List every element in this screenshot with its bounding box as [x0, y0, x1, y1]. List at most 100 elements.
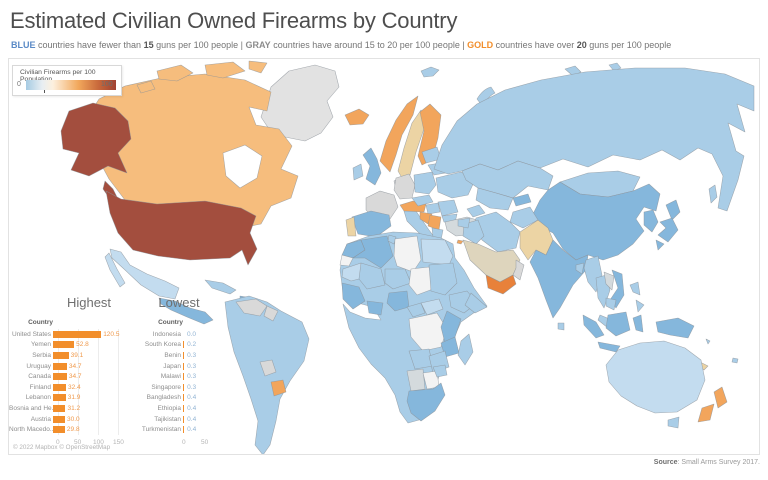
country-afghanistan[interactable] — [509, 206, 539, 229]
country-uruguay[interactable] — [270, 379, 287, 397]
arctic-island[interactable] — [608, 62, 622, 72]
country-venezuela[interactable] — [235, 298, 268, 317]
country-new-zealand-north[interactable] — [713, 386, 728, 409]
bar-row[interactable]: Yemen 52.8 — [31, 341, 89, 349]
region-central-asia[interactable] — [475, 187, 514, 211]
country-paraguay[interactable] — [259, 359, 277, 377]
country-solomon-islands[interactable] — [705, 338, 711, 345]
bar[interactable] — [53, 362, 67, 370]
bar[interactable] — [53, 383, 66, 391]
color-legend[interactable]: Civilian Firearms per 100 Population 0 1… — [12, 65, 122, 96]
bar-row[interactable]: Tajikistan 0.4 — [154, 415, 197, 423]
legend-gradient[interactable] — [26, 80, 116, 90]
country-south-africa[interactable] — [406, 382, 446, 422]
country-indonesia-sulawesi[interactable] — [632, 314, 644, 333]
bar[interactable] — [53, 426, 65, 434]
country-philippines-south[interactable] — [635, 299, 645, 313]
country-vietnam[interactable] — [609, 269, 625, 309]
country-bangladesh[interactable] — [575, 262, 585, 275]
bar-row[interactable]: Bosnia and He.. 31.2 — [9, 404, 81, 412]
country-zimbabwe[interactable] — [432, 364, 448, 378]
country-papua-new-guinea[interactable] — [655, 317, 695, 339]
bar-row[interactable]: Malawi 0.3 — [160, 373, 197, 381]
bar-row[interactable]: Bangladesh 0.4 — [146, 394, 197, 402]
bar-row[interactable]: Uruguay 34.7 — [26, 362, 82, 370]
country-japan-honshu[interactable] — [657, 217, 679, 243]
country-norway[interactable] — [379, 95, 419, 173]
country-ireland[interactable] — [352, 163, 364, 181]
country-mali[interactable] — [358, 262, 386, 290]
country-laos[interactable] — [603, 271, 615, 291]
bar-row[interactable]: Turkmenistan 0.4 — [141, 426, 197, 434]
canadian-arctic-islands[interactable] — [156, 64, 194, 82]
country-usa-alaska[interactable] — [60, 102, 132, 177]
country-indonesia-java[interactable] — [597, 341, 621, 353]
bar-row[interactable]: Lebanon 31.9 — [25, 394, 81, 402]
country-korea[interactable] — [643, 209, 659, 233]
territory-western-sahara[interactable] — [339, 254, 354, 267]
bar-row[interactable]: Indonesia 0.0 — [152, 330, 197, 338]
country-usa[interactable] — [105, 190, 258, 266]
bar-row[interactable]: Serbia 39.1 — [32, 351, 84, 359]
country-tunisia[interactable] — [387, 234, 397, 245]
country-niger[interactable] — [384, 268, 412, 290]
region-guyanas[interactable] — [263, 305, 279, 322]
bar[interactable] — [53, 415, 65, 423]
bar[interactable] — [53, 351, 69, 359]
bar-row[interactable]: United States 120.5 — [11, 330, 120, 338]
country-central-african-republic[interactable] — [420, 298, 444, 316]
bar-row[interactable]: Japan 0.3 — [163, 362, 197, 370]
country-oman[interactable] — [512, 259, 525, 281]
country-egypt[interactable] — [420, 238, 454, 266]
bar-row[interactable]: South Korea 0.2 — [144, 341, 197, 349]
region-central-america[interactable] — [158, 297, 214, 325]
canadian-arctic-islands[interactable] — [248, 60, 268, 74]
region-senegal-guinea[interactable] — [341, 282, 366, 310]
country-sri-lanka[interactable] — [557, 322, 565, 331]
country-somalia[interactable] — [464, 292, 488, 314]
bar-row[interactable]: Singapore 0.3 — [151, 383, 197, 391]
bar-row[interactable]: Finland 32.4 — [29, 383, 81, 391]
bar[interactable] — [53, 330, 102, 338]
choropleth-svg[interactable] — [9, 59, 759, 454]
bar-row[interactable]: Canada 34.7 — [28, 373, 82, 381]
country-india[interactable] — [529, 239, 589, 319]
country-yemen[interactable] — [485, 274, 517, 295]
country-hungary[interactable] — [425, 202, 441, 215]
bar[interactable] — [53, 404, 66, 412]
country-russia-sakhalin[interactable] — [708, 184, 718, 204]
bar[interactable] — [53, 373, 67, 381]
country-mexico-baja[interactable] — [104, 252, 126, 288]
region-caucasus[interactable] — [466, 204, 486, 218]
country-serbia-bosnia[interactable] — [427, 214, 442, 231]
country-indonesia-borneo[interactable] — [605, 311, 631, 337]
bar-row[interactable]: Benin 0.3 — [164, 351, 197, 359]
country-indonesia-sumatra[interactable] — [582, 314, 605, 339]
country-japan-hokkaido[interactable] — [665, 199, 681, 221]
bar[interactable] — [53, 341, 75, 349]
country-namibia[interactable] — [406, 368, 426, 392]
country-australia-tasmania[interactable] — [667, 416, 680, 429]
canadian-arctic-islands[interactable] — [204, 61, 246, 79]
bar-row[interactable]: Austria 30.0 — [30, 415, 80, 423]
country-madagascar[interactable] — [457, 333, 474, 366]
country-svalbard[interactable] — [420, 66, 440, 78]
country-philippines[interactable] — [629, 281, 641, 296]
country-iceland[interactable] — [344, 108, 370, 126]
country-mexico[interactable] — [109, 248, 180, 300]
country-syria[interactable] — [457, 217, 471, 229]
country-new-zealand-south[interactable] — [697, 403, 715, 423]
country-japan-kyushu[interactable] — [655, 239, 665, 251]
bar-row[interactable]: Ethiopia 0.4 — [157, 404, 197, 412]
country-sudan[interactable] — [428, 262, 458, 296]
country-germany[interactable] — [393, 173, 416, 200]
country-kyrgyzstan-tajikistan[interactable] — [512, 193, 532, 207]
country-spain[interactable] — [351, 210, 392, 238]
country-chad[interactable] — [408, 266, 434, 296]
country-poland[interactable] — [413, 171, 437, 195]
country-cuba[interactable] — [204, 279, 237, 295]
region-czech-slovakia[interactable] — [411, 194, 434, 207]
country-cyprus[interactable] — [456, 239, 464, 245]
country-cambodia[interactable] — [605, 297, 617, 311]
bar-row[interactable]: North Macedo.. 29.8 — [9, 426, 80, 434]
